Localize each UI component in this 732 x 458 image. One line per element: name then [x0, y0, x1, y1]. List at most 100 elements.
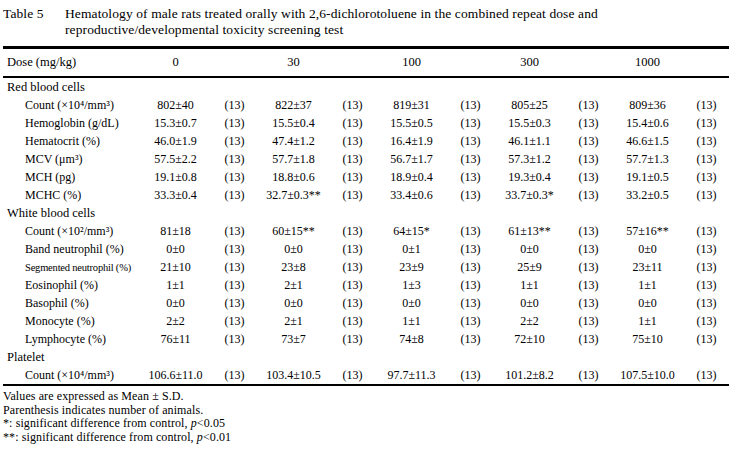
n-cell: (13) [448, 240, 493, 258]
n-cell: (13) [212, 330, 257, 348]
value-cell: 1±1 [493, 276, 566, 294]
row-label: Hemoglobin (g/dL) [3, 114, 139, 132]
table-title-line1: Hematology of male rats treated orally w… [65, 6, 598, 21]
dose-header-row: Dose (mg/kg) 0 30 100 300 1000 [3, 48, 729, 78]
n-cell: (13) [330, 312, 375, 330]
n-cell: (13) [330, 240, 375, 258]
n-cell: (13) [684, 330, 729, 348]
table-row: Hematocrit (%)46.0±1.9(13)47.4±1.2(13)16… [3, 132, 729, 150]
n-cell: (13) [448, 96, 493, 114]
n-cell: (13) [212, 294, 257, 312]
value-cell: 2±2 [139, 312, 212, 330]
n-cell: (13) [330, 150, 375, 168]
table-row: MCV (μm³)57.5±2.2(13)57.7±1.8(13)56.7±1.… [3, 150, 729, 168]
value-cell: 0±0 [139, 294, 212, 312]
value-cell: 33.2±0.5 [611, 186, 684, 204]
value-cell: 33.4±0.6 [375, 186, 448, 204]
value-cell: 64±15* [375, 222, 448, 240]
n-cell: (13) [684, 276, 729, 294]
section-header-row: Platelet [3, 348, 729, 366]
value-cell: 61±13** [493, 222, 566, 240]
value-cell: 822±37 [257, 96, 330, 114]
row-label: Lymphocyte (%) [3, 330, 139, 348]
value-cell: 81±18 [139, 222, 212, 240]
n-cell: (13) [684, 366, 729, 385]
value-cell: 23±11 [611, 258, 684, 276]
n-cell: (13) [448, 186, 493, 204]
section-title: Red blood cells [3, 77, 729, 96]
value-cell: 15.5±0.4 [257, 114, 330, 132]
section-title: White blood cells [3, 204, 729, 222]
table-row: Band neutrophil (%)0±0(13)0±0(13)0±1(13)… [3, 240, 729, 258]
n-cell: (13) [330, 132, 375, 150]
n-column-header [330, 48, 375, 78]
table-row: Count (×10²/mm³)81±18(13)60±15**(13)64±1… [3, 222, 729, 240]
n-cell: (13) [448, 330, 493, 348]
value-cell: 46.6±1.5 [611, 132, 684, 150]
dose-column-header: 1000 [611, 48, 684, 78]
n-cell: (13) [566, 240, 611, 258]
n-cell: (13) [566, 330, 611, 348]
hematology-table: Dose (mg/kg) 0 30 100 300 1000 Red blood… [3, 46, 729, 386]
value-cell: 21±10 [139, 258, 212, 276]
n-cell: (13) [212, 168, 257, 186]
value-cell: 802±40 [139, 96, 212, 114]
n-cell: (13) [566, 222, 611, 240]
n-cell: (13) [684, 258, 729, 276]
footnote-line: Values are expressed as Mean ± S.D. [3, 390, 729, 404]
value-cell: 47.4±1.2 [257, 132, 330, 150]
value-cell: 19.1±0.8 [139, 168, 212, 186]
n-cell: (13) [566, 312, 611, 330]
dose-column-header: 100 [375, 48, 448, 78]
value-cell: 16.4±1.9 [375, 132, 448, 150]
n-cell: (13) [448, 276, 493, 294]
row-label: MCH (pg) [3, 168, 139, 186]
table-row: Count (×10⁴/mm³)802±40(13)822±37(13)819±… [3, 96, 729, 114]
n-cell: (13) [566, 366, 611, 385]
value-cell: 809±36 [611, 96, 684, 114]
n-cell: (13) [566, 114, 611, 132]
n-cell: (13) [684, 312, 729, 330]
value-cell: 46.0±1.9 [139, 132, 212, 150]
value-cell: 101.2±8.2 [493, 366, 566, 385]
n-cell: (13) [566, 96, 611, 114]
value-cell: 0±0 [611, 240, 684, 258]
value-cell: 18.8±0.6 [257, 168, 330, 186]
n-cell: (13) [566, 294, 611, 312]
n-column-header [566, 48, 611, 78]
n-column-header [684, 48, 729, 78]
table-row: Hemoglobin (g/dL)15.3±0.7(13)15.5±0.4(13… [3, 114, 729, 132]
value-cell: 32.7±0.3** [257, 186, 330, 204]
value-cell: 19.1±0.5 [611, 168, 684, 186]
row-label: MCHC (%) [3, 186, 139, 204]
row-label: Basophil (%) [3, 294, 139, 312]
value-cell: 0±0 [493, 240, 566, 258]
n-cell: (13) [330, 168, 375, 186]
n-cell: (13) [684, 114, 729, 132]
n-cell: (13) [330, 114, 375, 132]
value-cell: 33.3±0.4 [139, 186, 212, 204]
row-label: Band neutrophil (%) [3, 240, 139, 258]
value-cell: 18.9±0.4 [375, 168, 448, 186]
value-cell: 57.5±2.2 [139, 150, 212, 168]
value-cell: 0±0 [375, 294, 448, 312]
table-caption: Table 5 Hematology of male rats treated … [3, 6, 729, 38]
n-cell: (13) [448, 366, 493, 385]
n-cell: (13) [212, 132, 257, 150]
value-cell: 805±25 [493, 96, 566, 114]
value-cell: 23±8 [257, 258, 330, 276]
n-cell: (13) [566, 168, 611, 186]
n-cell: (13) [212, 258, 257, 276]
n-cell: (13) [330, 222, 375, 240]
section-header-row: Red blood cells [3, 77, 729, 96]
n-cell: (13) [330, 366, 375, 385]
value-cell: 107.5±10.0 [611, 366, 684, 385]
dose-header-label: Dose (mg/kg) [3, 48, 139, 78]
section-header-row: White blood cells [3, 204, 729, 222]
n-cell: (13) [684, 150, 729, 168]
n-cell: (13) [448, 150, 493, 168]
n-cell: (13) [684, 186, 729, 204]
dose-column-header: 300 [493, 48, 566, 78]
row-label: Count (×10²/mm³) [3, 222, 139, 240]
value-cell: 1±1 [611, 312, 684, 330]
